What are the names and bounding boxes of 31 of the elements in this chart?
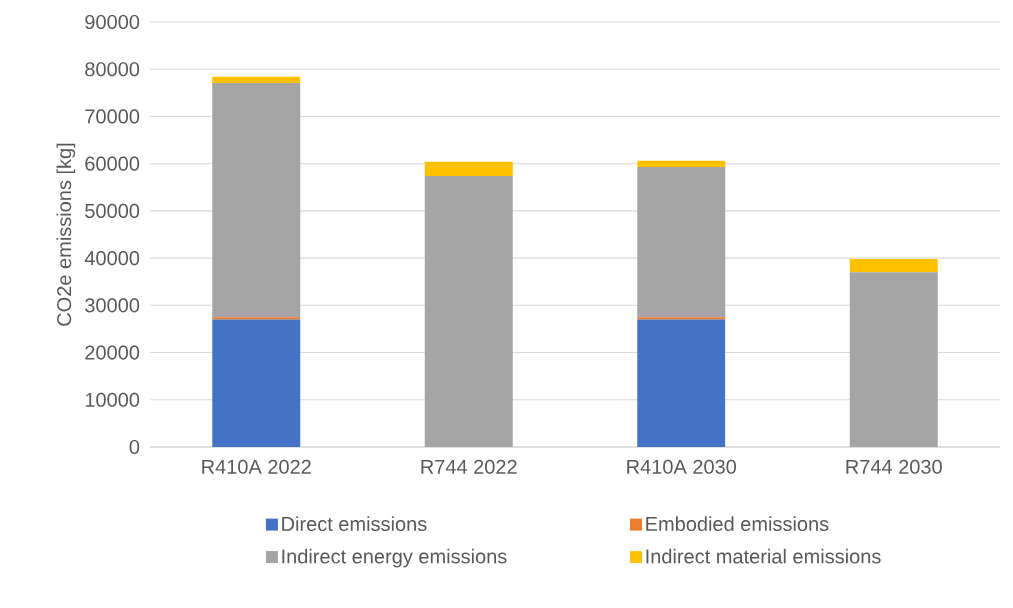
legend-label: Indirect energy emissions bbox=[282, 548, 507, 568]
x-tick-label: R744 2030 bbox=[846, 459, 942, 474]
bar bbox=[424, 161, 513, 176]
y-tick-label: 40000 bbox=[84, 251, 140, 266]
x-tick-label: R410A 2030 bbox=[627, 459, 737, 474]
bar bbox=[212, 317, 301, 320]
x-tick-label: R744 2022 bbox=[421, 459, 517, 474]
y-tick-label: 70000 bbox=[85, 109, 140, 124]
bar bbox=[212, 82, 301, 318]
legend-label: Direct emissions bbox=[282, 516, 427, 532]
legend-label: Indirect material emissions bbox=[646, 548, 881, 564]
x-tick-label: R410A 2022 bbox=[202, 459, 311, 474]
y-tick-label: 60000 bbox=[85, 156, 140, 171]
bar bbox=[637, 319, 726, 448]
bar bbox=[637, 160, 726, 167]
bar bbox=[849, 259, 938, 273]
y-tick-label: 90000 bbox=[85, 14, 140, 30]
y-tick-label: 50000 bbox=[85, 203, 140, 218]
bar bbox=[637, 166, 726, 318]
bar bbox=[849, 272, 938, 448]
legend-label: Embodied emissions bbox=[646, 516, 829, 532]
y-tick-label: 20000 bbox=[85, 345, 140, 360]
y-tick-label: 10000 bbox=[85, 392, 140, 407]
bar bbox=[637, 317, 726, 320]
bar bbox=[212, 319, 301, 448]
bar bbox=[212, 76, 301, 83]
bar bbox=[424, 175, 513, 448]
y-tick-label: 0 bbox=[129, 439, 140, 455]
y-tick-label: 80000 bbox=[85, 62, 140, 77]
y-tick-label: 30000 bbox=[85, 298, 140, 313]
y-axis-title: CO2e emissions [kg] bbox=[56, 143, 76, 326]
